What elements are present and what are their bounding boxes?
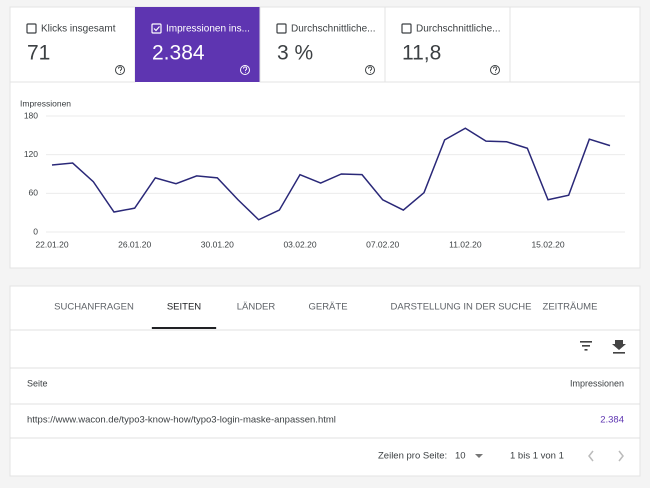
help-glyph [493,66,498,73]
y-tick-label: 120 [24,149,38,159]
checkbox[interactable] [401,23,412,34]
checkbox[interactable] [26,23,37,34]
tab[interactable]: DARSTELLUNG IN DER SUCHE [391,302,532,313]
column-header: Impressionen [570,378,624,388]
y-tick-label: 60 [29,188,39,198]
y-tick-label: 0 [33,226,38,236]
metric-value: 71 [27,42,50,65]
x-tick-label: 26.01.20 [118,239,151,249]
metric-tile[interactable] [384,6,511,83]
x-tick-label: 15.02.20 [531,239,564,249]
metric-label: Klicks insgesamt [41,24,116,35]
help-icon[interactable] [365,65,375,75]
filter-icon[interactable] [580,341,592,351]
download-icon[interactable] [612,340,626,354]
help-icon[interactable] [490,65,500,75]
tab[interactable]: ZEITRÄUME [543,302,598,313]
checkbox[interactable] [151,23,162,34]
x-tick-label: 03.02.20 [283,239,316,249]
tab[interactable]: SUCHANFRAGEN [54,302,134,313]
x-tick-label: 22.01.20 [35,239,68,249]
metric-label: Durchschnittliche... [416,24,500,35]
column-header: Seite [27,378,48,388]
prev-page[interactable] [588,450,594,462]
tab-indicator [151,327,217,329]
metric-tile[interactable] [9,6,136,83]
checkmark [153,26,160,32]
tab[interactable]: SEITEN [167,302,201,313]
metric-tile[interactable] [135,7,260,82]
metric-tile[interactable] [259,6,386,83]
help-icon[interactable] [240,65,250,75]
next-page[interactable] [618,450,624,462]
line-series [51,127,611,221]
y-tick-label: 180 [24,110,38,120]
rows-per-page[interactable]: 10 [455,451,466,462]
x-tick-label: 07.02.20 [366,239,399,249]
metric-value: 3 % [277,42,313,65]
help-glyph [118,66,123,73]
metric-label: Durchschnittliche... [291,24,375,35]
metric-value: 11,8 [402,42,441,65]
impressions-value: 2.384 [600,415,624,426]
dropdown-arrow[interactable] [475,454,483,458]
tab[interactable]: LÄNDER [237,302,276,313]
help-glyph [243,66,248,73]
x-tick-label: 11.02.20 [449,239,482,249]
help-icon[interactable] [115,65,125,75]
checkbox[interactable] [276,23,287,34]
table-card [9,285,641,477]
help-glyph [368,66,373,73]
metric-label: Impressionen ins... [166,24,250,35]
page-range: 1 bis 1 von 1 [510,451,564,462]
rows-per-page-label: Zeilen pro Seite: [378,451,447,462]
x-tick-label: 30.01.20 [201,239,234,249]
page-url[interactable]: https://www.wacon.de/typo3-know-how/typo… [27,415,336,426]
tab[interactable]: GERÄTE [308,302,347,313]
y-axis-label: Impressionen [20,98,71,108]
metric-value: 2.384 [152,42,205,65]
